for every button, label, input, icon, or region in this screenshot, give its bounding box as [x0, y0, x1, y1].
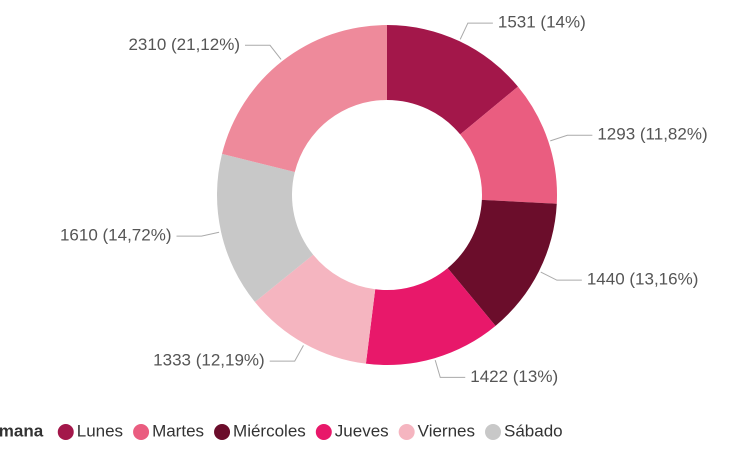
- data-label: 1293 (11,82%): [597, 125, 707, 144]
- slice: [460, 86, 557, 204]
- data-label: 1531 (14%): [498, 13, 586, 32]
- data-label: 1440 (13,16%): [587, 270, 699, 289]
- legend-label: Viernes: [418, 421, 475, 440]
- legend-marker: [485, 424, 502, 440]
- leader-line: [550, 134, 593, 142]
- legend-label: Miércoles: [233, 421, 306, 440]
- legend-label: Martes: [152, 421, 204, 440]
- legend-label: Jueves: [335, 421, 389, 440]
- slice: [365, 268, 496, 365]
- slice: [387, 25, 518, 135]
- legend-marker: [133, 424, 150, 440]
- slice: [222, 25, 387, 173]
- slice: [447, 199, 557, 326]
- legend-marker: [214, 424, 231, 440]
- legend-label: Sábado: [504, 421, 563, 440]
- legend-marker: [57, 424, 74, 440]
- leader-line: [540, 271, 582, 281]
- legend-title: Semana: [0, 421, 44, 440]
- legend-marker: [398, 424, 415, 440]
- legend-marker: [315, 424, 332, 440]
- data-label: 1610 (14,72%): [60, 226, 172, 245]
- data-label: 2310 (21,12%): [128, 35, 240, 54]
- leader-line: [459, 22, 493, 40]
- slice: [254, 254, 376, 364]
- slice: [217, 153, 314, 302]
- data-label: 1422 (13%): [470, 367, 558, 386]
- leader-line: [176, 231, 220, 237]
- data-label: 1333 (12,19%): [153, 351, 265, 370]
- legend-label: Lunes: [77, 421, 123, 440]
- leader-line: [269, 345, 304, 362]
- leader-line: [434, 359, 466, 378]
- leader-line: [244, 44, 282, 60]
